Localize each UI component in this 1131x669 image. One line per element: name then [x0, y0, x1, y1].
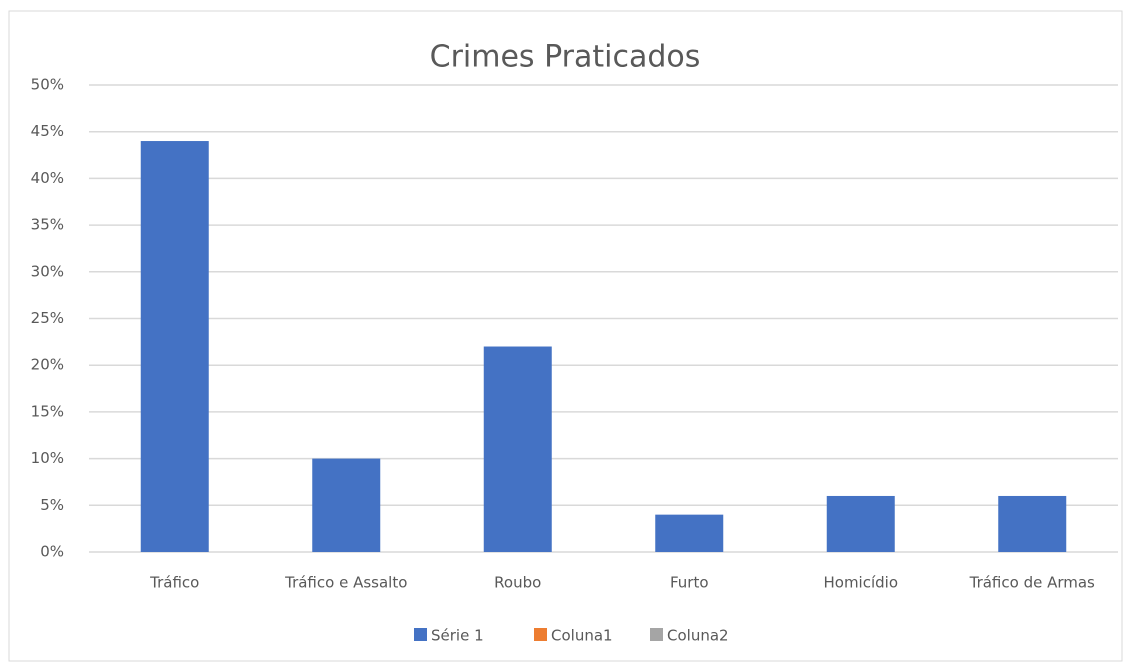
- bar: [140, 141, 209, 553]
- bar: [312, 458, 381, 552]
- x-tick-label: Tráfico e Assalto: [284, 574, 407, 592]
- legend-swatch: [534, 628, 547, 641]
- bar: [483, 346, 552, 552]
- legend-label: Coluna2: [667, 627, 729, 645]
- bar: [998, 495, 1067, 552]
- bar: [655, 514, 724, 552]
- bar: [826, 495, 895, 552]
- x-tick-label: Homicídio: [823, 574, 898, 592]
- y-tick-label: 10%: [31, 449, 64, 467]
- y-tick-label: 15%: [31, 402, 64, 420]
- y-tick-label: 45%: [31, 122, 64, 140]
- x-tick-label: Roubo: [494, 574, 541, 592]
- chart-title: Crimes Praticados: [430, 40, 701, 75]
- y-tick-label: 30%: [31, 262, 64, 280]
- y-tick-label: 0%: [40, 543, 64, 561]
- y-tick-label: 40%: [31, 169, 64, 187]
- y-tick-label: 20%: [31, 356, 64, 374]
- x-tick-label: Tráfico: [149, 574, 199, 592]
- legend-swatch: [414, 628, 427, 641]
- legend-label: Série 1: [431, 627, 484, 645]
- y-tick-label: 5%: [40, 496, 64, 514]
- x-tick-label: Tráfico de Armas: [969, 574, 1095, 592]
- x-tick-label: Furto: [670, 574, 709, 592]
- y-tick-label: 25%: [31, 309, 64, 327]
- legend-swatch: [650, 628, 663, 641]
- y-tick-label: 35%: [31, 216, 64, 234]
- legend-label: Coluna1: [551, 627, 613, 645]
- y-tick-label: 50%: [31, 76, 64, 94]
